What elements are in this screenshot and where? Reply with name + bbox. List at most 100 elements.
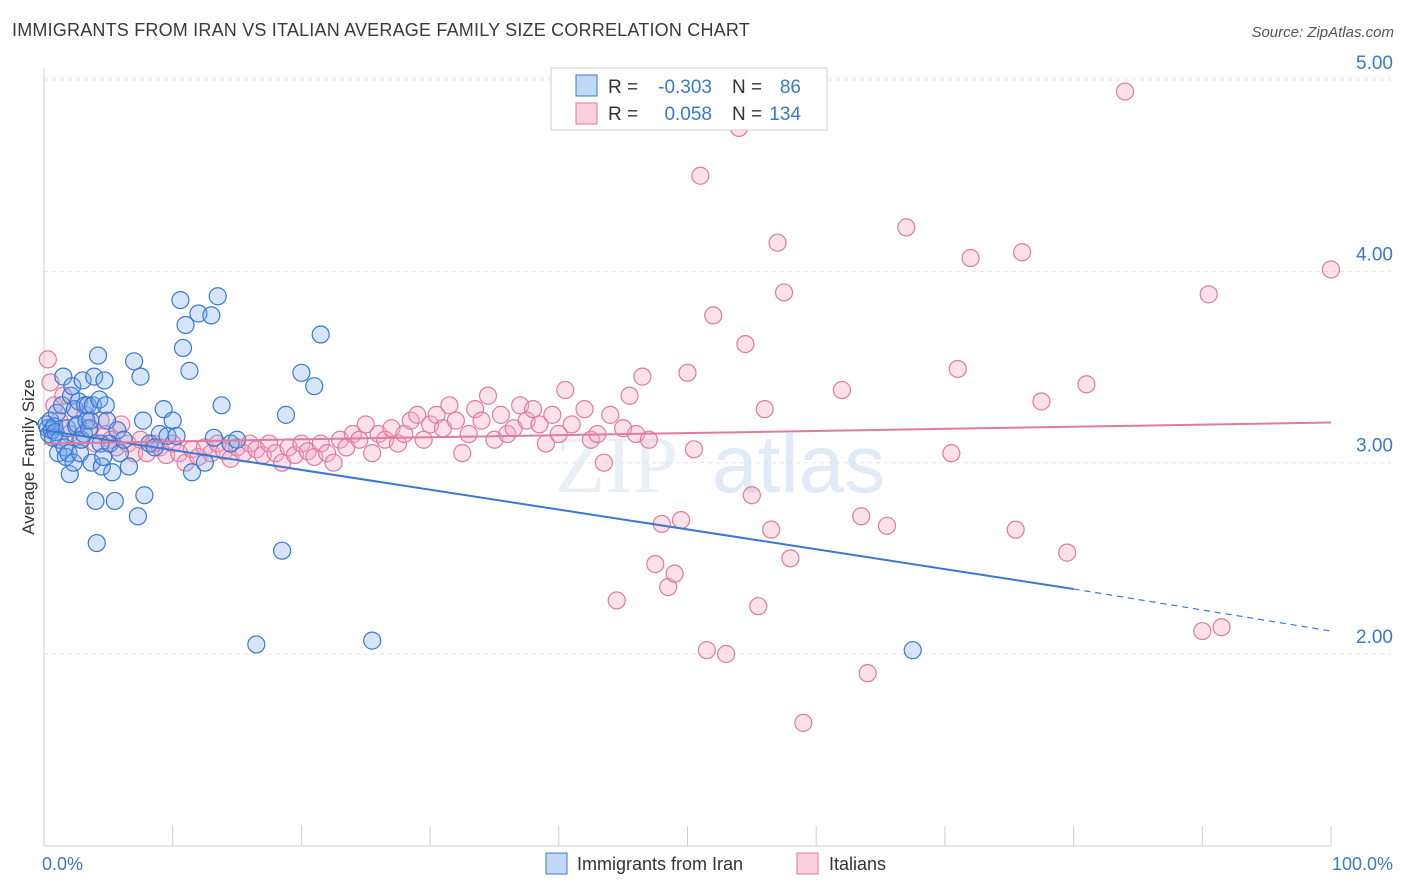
iran-point [105, 491, 124, 511]
bottom-legend-label-italians: Italians [829, 854, 886, 874]
italians-point [1115, 82, 1135, 101]
italians-point [459, 424, 478, 444]
iran-point [63, 377, 82, 396]
italians-point [691, 166, 710, 185]
italians-point [478, 386, 498, 405]
grid-lines [44, 77, 1391, 655]
italians-point [942, 444, 961, 463]
italians-trend-line [43, 421, 1332, 445]
iran-point [92, 457, 112, 476]
italians-point [388, 434, 408, 453]
italians-point [414, 430, 433, 449]
italians-point [697, 641, 716, 660]
italians-point [530, 415, 549, 434]
x-ticks [43, 826, 1332, 846]
iran-point [276, 405, 296, 424]
legend-n-label-iran: N = [732, 77, 762, 98]
italians-point [491, 405, 510, 424]
italians-point [38, 350, 57, 369]
italians-point [453, 444, 472, 463]
iran-point [180, 361, 199, 380]
legend-r-value-iran: -0.303 [658, 77, 712, 98]
y-tick-label: 2.00 [1356, 627, 1393, 648]
italians-point [742, 486, 761, 505]
iran-point [64, 453, 83, 472]
italians-point [523, 400, 543, 419]
italians-point [961, 248, 980, 268]
italians-point [948, 359, 967, 379]
iran-point [82, 453, 101, 472]
italians-point [736, 334, 755, 354]
italians-point [1077, 375, 1096, 394]
iran-point [903, 641, 922, 660]
legend-n-label-italians: N = [732, 104, 762, 125]
bottom-legend: Immigrants from Iran Italians [545, 852, 886, 875]
italians-point [575, 400, 594, 419]
iran-point [73, 371, 92, 390]
italians-point [852, 507, 871, 526]
iran-point [87, 533, 106, 553]
iran-point [60, 465, 79, 484]
iran-point [292, 363, 311, 382]
italians-point [858, 664, 877, 683]
watermark-atlas: atlas [712, 419, 885, 510]
italians-point [1193, 621, 1212, 641]
iran-point [272, 541, 292, 560]
x-tick-label-end: 100.0% [1332, 854, 1393, 874]
iran-point [88, 346, 108, 365]
legend-r-label-italians: R = [608, 104, 638, 125]
iran-point [103, 463, 122, 482]
bottom-legend-swatch-italians [796, 852, 819, 875]
iran-point [108, 421, 127, 440]
italians-points [38, 82, 1341, 732]
iran-point [78, 396, 97, 415]
iran-point [95, 371, 114, 390]
iran-point [305, 377, 324, 396]
iran-point [163, 411, 182, 430]
iran-point [81, 411, 100, 430]
italians-point [665, 564, 684, 583]
iran-trend-line [43, 429, 1074, 590]
italians-point [356, 415, 375, 434]
iran-point [182, 463, 202, 482]
italians-point [1321, 260, 1341, 279]
italians-point [781, 549, 800, 568]
iran-point [173, 338, 193, 358]
iran-point [176, 315, 195, 335]
italians-point [440, 396, 459, 415]
italians-point [897, 218, 916, 237]
italians-point [1013, 243, 1032, 262]
italians-point [762, 520, 781, 539]
italians-point [633, 367, 652, 386]
iran-point [124, 352, 144, 371]
italians-point [556, 380, 575, 400]
legend-n-value-iran: 86 [780, 77, 801, 98]
iran-point [133, 411, 153, 430]
bottom-legend-label-iran: Immigrants from Iran [577, 854, 743, 874]
iran-point [110, 444, 130, 463]
y-tick-label: 4.00 [1356, 244, 1393, 265]
italians-point [794, 713, 813, 732]
iran-point [171, 290, 190, 310]
iran-point [131, 367, 150, 386]
italians-point [755, 400, 774, 419]
italians-point [639, 430, 658, 449]
italians-point [1212, 618, 1231, 637]
italians-point [717, 644, 736, 664]
iran-point [311, 325, 330, 344]
italians-point [646, 554, 665, 574]
italians-point [877, 516, 897, 535]
y-tick-label: 5.00 [1356, 53, 1393, 74]
iran-point [247, 635, 266, 654]
iran-point [86, 491, 105, 511]
italians-point [594, 453, 613, 472]
iran-point [363, 631, 382, 650]
italians-point [749, 597, 768, 616]
italians-point [543, 405, 562, 424]
iran-point [135, 486, 154, 505]
chart-title: IMMIGRANTS FROM IRAN VS ITALIAN AVERAGE … [12, 20, 750, 40]
iran-point [202, 306, 221, 325]
trend-lines [43, 421, 1332, 632]
iran-point [128, 507, 148, 526]
italians-point [768, 233, 787, 252]
